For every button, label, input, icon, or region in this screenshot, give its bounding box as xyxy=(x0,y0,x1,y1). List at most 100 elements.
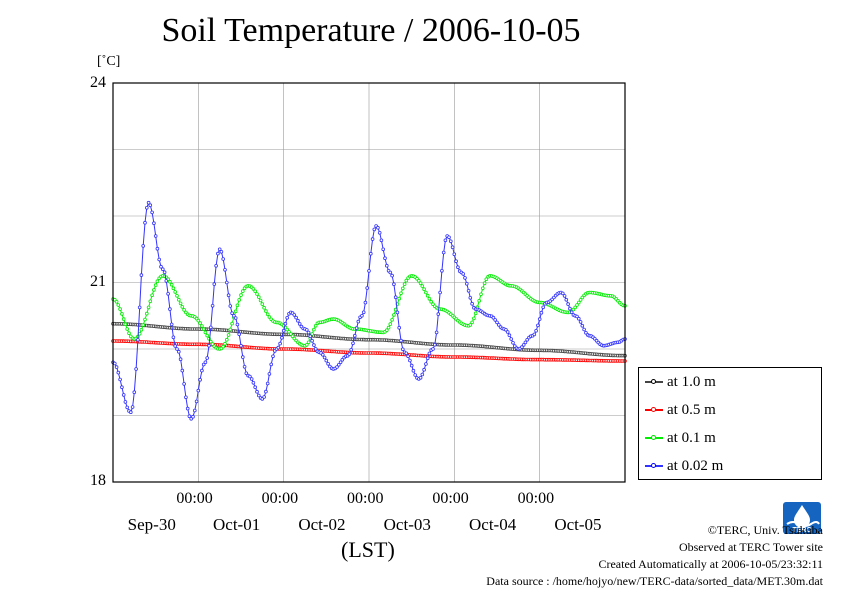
legend-label: at 1.0 m xyxy=(667,373,716,390)
data-point xyxy=(233,316,238,320)
data-point xyxy=(123,322,128,327)
data-point xyxy=(468,295,473,300)
data-point xyxy=(228,327,233,332)
data-point xyxy=(368,251,373,256)
data-point xyxy=(416,278,421,283)
data-point xyxy=(184,395,188,400)
data-point xyxy=(287,329,291,334)
data-point xyxy=(521,343,526,347)
data-point xyxy=(390,273,394,278)
data-point xyxy=(482,281,487,286)
data-point xyxy=(162,270,167,275)
data-point xyxy=(237,332,242,337)
data-point xyxy=(121,317,126,321)
data-point xyxy=(177,297,181,302)
data-point xyxy=(397,296,402,301)
data-point xyxy=(171,335,176,340)
data-point xyxy=(397,325,402,330)
data-point xyxy=(377,231,382,235)
data-point xyxy=(196,318,201,323)
data-point xyxy=(271,354,275,359)
x-tick-date-label: Oct-01 xyxy=(213,515,261,534)
data-point xyxy=(573,305,577,310)
data-point xyxy=(384,263,389,268)
series-at-0-02-m xyxy=(111,200,627,421)
y-tick-label: 21 xyxy=(90,273,106,290)
data-point xyxy=(463,276,467,280)
data-point xyxy=(198,321,202,325)
legend-swatch xyxy=(645,376,663,388)
data-point xyxy=(114,365,119,369)
data-point xyxy=(200,368,204,373)
data-point xyxy=(432,342,437,347)
data-point xyxy=(399,291,403,296)
data-point xyxy=(383,256,387,261)
data-point xyxy=(569,310,574,315)
data-point xyxy=(539,310,544,315)
data-point xyxy=(468,323,473,327)
data-point xyxy=(566,302,570,306)
data-point xyxy=(356,319,361,324)
data-point xyxy=(230,311,234,316)
data-point xyxy=(505,330,510,334)
data-point xyxy=(166,291,170,296)
data-point xyxy=(141,244,146,248)
data-point xyxy=(454,259,458,264)
data-point xyxy=(232,313,236,318)
data-point xyxy=(450,245,455,250)
data-point xyxy=(443,238,448,243)
data-point xyxy=(205,333,210,338)
x-tick-date-label: Oct-02 xyxy=(298,515,346,534)
data-point xyxy=(336,362,341,367)
data-point xyxy=(320,352,325,357)
data-point xyxy=(347,352,352,356)
copyright-text: ©TERC, Univ. Tsukuba xyxy=(707,523,823,537)
data-point xyxy=(477,298,482,303)
data-point xyxy=(520,345,524,349)
data-point xyxy=(575,314,579,319)
data-point xyxy=(118,307,122,311)
y-tick-label: 18 xyxy=(90,472,106,489)
data-point xyxy=(470,320,474,325)
x-tick-time-label: 00:00 xyxy=(261,490,299,507)
data-point xyxy=(304,328,309,332)
data-point xyxy=(216,251,220,256)
data-source-text: Data source : /home/hojyo/new/TERC-data/… xyxy=(486,574,823,588)
data-point xyxy=(372,227,377,232)
data-point xyxy=(203,330,208,335)
y-axis-unit: [˚C] xyxy=(97,54,121,69)
data-point xyxy=(582,327,586,332)
data-point xyxy=(210,303,215,308)
x-tick-time-label: 00:00 xyxy=(176,490,213,507)
data-point xyxy=(310,332,314,336)
data-point xyxy=(278,341,282,346)
data-point xyxy=(262,395,266,399)
data-point xyxy=(431,347,435,351)
data-point xyxy=(296,318,300,323)
data-point xyxy=(155,246,160,251)
data-point xyxy=(434,330,439,335)
legend-item-0-1m: at 0.1 m xyxy=(645,428,716,448)
data-point xyxy=(169,282,174,287)
x-tick-date-label: Oct-05 xyxy=(554,515,602,534)
chart-grid xyxy=(113,83,625,482)
data-point xyxy=(509,337,514,341)
data-point xyxy=(576,300,581,305)
data-point xyxy=(148,203,153,208)
data-point xyxy=(182,382,186,386)
data-point xyxy=(294,315,298,320)
data-point xyxy=(340,357,345,362)
data-point xyxy=(251,380,256,385)
data-point xyxy=(447,235,451,240)
data-point xyxy=(219,250,224,254)
data-point xyxy=(473,311,478,316)
data-point xyxy=(178,301,183,306)
data-point xyxy=(120,385,124,390)
data-point xyxy=(267,315,272,319)
data-point xyxy=(404,278,409,283)
data-point xyxy=(139,327,144,332)
data-point xyxy=(173,290,178,294)
data-point xyxy=(523,340,528,345)
data-point xyxy=(150,293,154,298)
data-point xyxy=(562,294,567,298)
